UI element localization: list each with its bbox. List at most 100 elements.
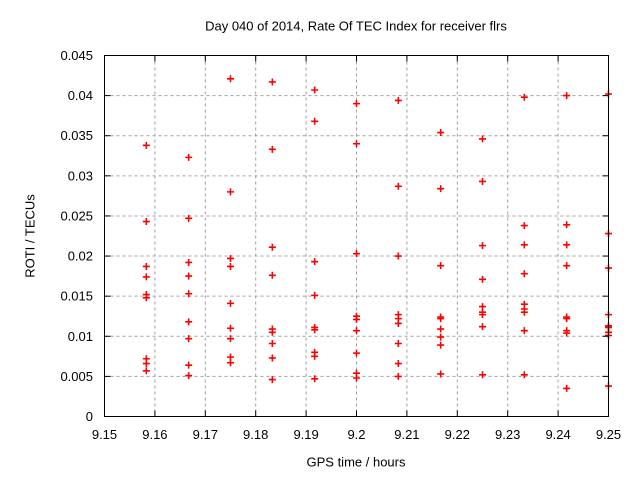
data-point-marker xyxy=(185,318,193,326)
y-tick-label: 0.01 xyxy=(68,329,93,344)
data-point-marker xyxy=(311,326,319,334)
x-tick-label: 9.23 xyxy=(495,427,520,442)
data-point-marker xyxy=(353,374,360,382)
data-point-marker xyxy=(311,291,319,299)
data-point-marker xyxy=(394,339,402,347)
data-point-marker xyxy=(185,372,193,380)
data-point-marker xyxy=(563,262,571,270)
x-tick-label: 9.16 xyxy=(142,427,167,442)
data-point-marker xyxy=(268,328,276,336)
data-point-marker xyxy=(311,117,319,125)
data-point-marker xyxy=(394,96,402,104)
data-point-marker xyxy=(563,315,571,323)
data-point-marker xyxy=(185,335,193,343)
data-point-marker xyxy=(268,243,276,251)
data-point-marker xyxy=(520,93,528,101)
data-point-marker xyxy=(563,384,571,392)
data-point-marker xyxy=(479,311,486,319)
data-point-marker xyxy=(142,294,150,302)
data-point-marker xyxy=(520,270,528,278)
data-point-marker xyxy=(142,218,150,226)
data-point-marker xyxy=(227,335,234,343)
data-point-marker xyxy=(520,327,528,335)
data-point-marker xyxy=(479,323,486,331)
data-point-marker xyxy=(268,376,276,384)
data-point-marker xyxy=(142,273,150,281)
data-point-marker xyxy=(268,145,276,153)
data-point-marker xyxy=(437,370,445,378)
grid-layer xyxy=(104,55,609,417)
data-point-marker xyxy=(437,333,445,341)
data-point-marker xyxy=(479,275,486,283)
x-tick-label: 9.2 xyxy=(347,427,365,442)
data-point-marker xyxy=(394,252,402,260)
data-point-marker xyxy=(227,75,234,83)
data-point-marker xyxy=(185,214,193,222)
axis-layer xyxy=(104,55,609,417)
data-point-marker xyxy=(185,290,193,298)
data-point-marker xyxy=(437,341,445,349)
data-point-marker xyxy=(185,258,193,266)
data-point-marker xyxy=(227,324,234,332)
data-point-marker xyxy=(437,315,445,323)
data-point-marker xyxy=(437,325,445,333)
y-tick-label: 0.03 xyxy=(68,168,93,183)
data-point-marker xyxy=(185,361,193,369)
x-tick-label: 9.24 xyxy=(545,427,570,442)
y-tick-label: 0.025 xyxy=(60,208,93,223)
data-point-marker xyxy=(520,222,528,230)
y-tick-label: 0.015 xyxy=(60,289,93,304)
data-point-marker xyxy=(142,360,150,368)
data-point-marker xyxy=(394,319,402,327)
data-point-marker xyxy=(479,177,486,185)
y-tick-label: 0 xyxy=(86,409,93,424)
data-point-marker xyxy=(268,339,276,347)
data-points-layer xyxy=(142,75,612,392)
data-point-marker xyxy=(311,258,319,266)
data-point-marker xyxy=(311,86,319,94)
data-point-marker xyxy=(479,371,486,379)
data-point-marker xyxy=(311,352,319,360)
data-point-marker xyxy=(268,78,276,86)
data-point-marker xyxy=(563,92,571,100)
y-tick-label: 0.035 xyxy=(60,128,93,143)
data-point-marker xyxy=(227,299,234,307)
x-tick-label: 9.18 xyxy=(243,427,268,442)
data-point-marker xyxy=(394,372,402,380)
data-point-marker xyxy=(268,271,276,279)
data-point-marker xyxy=(394,360,402,368)
data-point-marker xyxy=(227,188,234,196)
data-point-marker xyxy=(563,329,571,337)
x-tick-label: 9.25 xyxy=(596,427,621,442)
data-point-marker xyxy=(437,185,445,193)
data-point-marker xyxy=(227,254,234,262)
data-point-marker xyxy=(479,242,486,250)
data-point-marker xyxy=(520,241,528,249)
data-point-marker xyxy=(268,354,276,362)
data-point-marker xyxy=(353,250,360,258)
data-point-marker xyxy=(353,140,360,148)
data-point-marker xyxy=(311,375,319,383)
data-point-marker xyxy=(353,100,360,108)
data-point-marker xyxy=(185,153,193,161)
x-tick-label: 9.21 xyxy=(394,427,419,442)
data-point-marker xyxy=(185,272,193,280)
data-point-marker xyxy=(227,359,234,367)
data-point-marker xyxy=(563,221,571,229)
x-tick-label: 9.17 xyxy=(193,427,218,442)
chart-title: Day 040 of 2014, Rate Of TEC Index for r… xyxy=(205,18,507,34)
y-tick-label: 0.04 xyxy=(68,88,93,103)
data-point-marker xyxy=(437,129,445,137)
data-point-marker xyxy=(520,308,528,316)
data-point-marker xyxy=(142,141,150,149)
data-point-marker xyxy=(353,327,360,335)
data-point-marker xyxy=(394,182,402,190)
data-point-marker xyxy=(437,262,445,270)
data-point-marker xyxy=(142,367,150,375)
data-point-marker xyxy=(353,315,360,323)
x-tick-label: 9.15 xyxy=(92,427,117,442)
x-axis-label: GPS time / hours xyxy=(306,454,406,470)
y-tick-label: 0.02 xyxy=(68,249,93,264)
